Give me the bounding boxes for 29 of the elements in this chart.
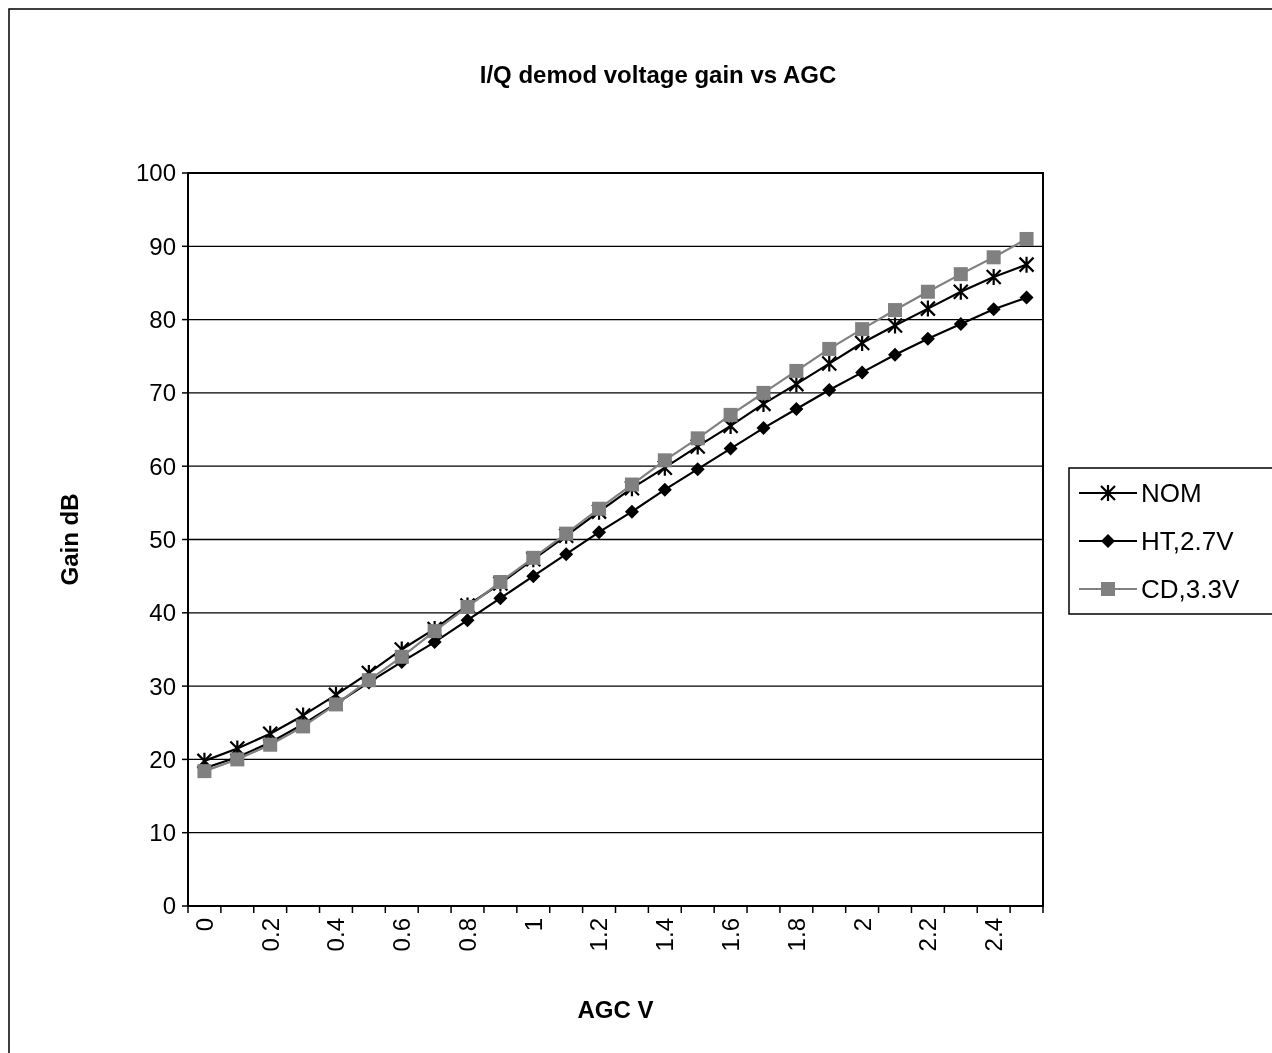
y-axis-title: Gain dB <box>56 493 83 586</box>
y-tick-label: 100 <box>135 159 176 187</box>
legend-label: CD,3.3V <box>1141 574 1240 605</box>
chart-title: I/Q demod voltage gain vs AGC <box>479 61 837 88</box>
y-tick-label: 20 <box>149 745 176 773</box>
y-tick-label: 70 <box>149 379 176 407</box>
y-tick-label: 90 <box>149 232 176 260</box>
y-tick-label: 10 <box>149 819 176 847</box>
x-tick-label: 0 <box>190 918 218 932</box>
legend-label: NOM <box>1141 478 1202 509</box>
x-tick-label: 1 <box>519 918 547 932</box>
y-tick-label: 30 <box>149 672 176 700</box>
x-tick-label: 1.2 <box>585 918 613 952</box>
x-tick-label: 0.4 <box>322 918 350 952</box>
x-tick-label: 2.2 <box>914 918 942 952</box>
x-tick-label: 0.8 <box>453 918 481 952</box>
x-tick-label: 1.4 <box>651 918 679 952</box>
y-tick-label: 40 <box>149 599 176 627</box>
y-tick-label: 80 <box>149 306 176 333</box>
x-tick-label: 1.6 <box>717 918 744 952</box>
legend-label: HT,2.7V <box>1141 526 1235 557</box>
x-tick-label: 2.4 <box>980 918 1008 952</box>
x-tick-label: 0.2 <box>256 918 284 952</box>
x-tick-label: 0.6 <box>388 918 416 952</box>
x-axis-title: AGC V <box>577 996 654 1023</box>
y-tick-label: 50 <box>149 525 176 553</box>
x-tick-label: 2 <box>848 918 876 932</box>
y-tick-label: 60 <box>149 452 176 480</box>
x-tick-label: 1.8 <box>782 918 810 952</box>
